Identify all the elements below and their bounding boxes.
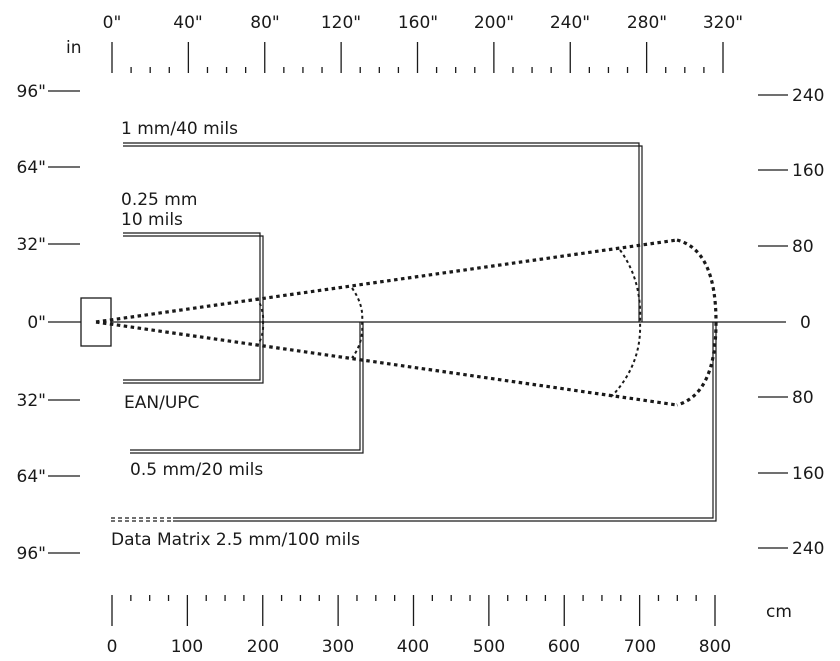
left-tick-label: 96"	[17, 544, 46, 564]
bottom-tick-label: 100	[171, 637, 203, 657]
bottom-scale-labels: 0 100 200 300 400 500 600 700 800	[107, 637, 732, 657]
barcode-label-025mm-line2: 10 mils	[121, 210, 183, 230]
scan-field-arc-025mm	[256, 297, 265, 347]
top-inch-scale: 0" 40" 80" 120" 160" 200" 240" 280" 320"	[103, 13, 743, 73]
right-tick-label: 240	[792, 539, 824, 559]
left-tick-label: 32"	[17, 235, 46, 255]
top-tick-label: 80"	[250, 13, 279, 33]
bottom-scale-ticks	[111, 595, 716, 626]
top-tick-label: 0"	[103, 13, 122, 33]
right-tick-label: 240	[792, 86, 824, 106]
bottom-tick-label: 700	[624, 637, 656, 657]
barcode-label-ean: EAN/UPC	[124, 393, 199, 413]
top-tick-label: 320"	[703, 13, 743, 33]
left-tick-label: 64"	[17, 158, 46, 178]
scan-field-upper-edge	[95, 238, 678, 324]
scan-field-arc-1mm	[611, 249, 642, 397]
right-tick-label: 80	[792, 388, 814, 408]
barcode-range-bar-1mm: 1 mm/40 mils	[121, 119, 643, 322]
left-tick-label: 96"	[17, 82, 46, 102]
top-tick-label: 200"	[474, 13, 514, 33]
barcode-range-bar-ean: EAN/UPC	[123, 322, 264, 413]
scan-field-arc-05mm	[351, 287, 364, 359]
left-tick-label: 64"	[17, 467, 46, 487]
bottom-tick-label: 300	[322, 637, 354, 657]
bottom-tick-label: 400	[397, 637, 429, 657]
top-tick-label: 240"	[550, 13, 590, 33]
top-tick-label: 120"	[321, 13, 361, 33]
left-tick-label: 32"	[17, 391, 46, 411]
top-tick-label: 280"	[627, 13, 667, 33]
left-inch-scale: 96" 64" 32" 0" 32" 64" 96"	[17, 82, 80, 564]
top-tick-label: 40"	[173, 13, 202, 33]
barcode-label-025mm-line1: 0.25 mm	[121, 190, 197, 210]
right-tick-label: 0	[800, 313, 811, 333]
right-tick-label: 160	[792, 161, 824, 181]
bottom-tick-label: 500	[473, 637, 505, 657]
barcode-range-bar-datamatrix: Data Matrix 2.5 mm/100 mils	[111, 322, 717, 550]
right-tick-label: 80	[792, 237, 814, 257]
top-scale-ticks	[111, 42, 724, 73]
inches-unit-label: in	[66, 38, 82, 58]
bottom-tick-label: 200	[247, 637, 279, 657]
top-scale-labels: 0" 40" 80" 120" 160" 200" 240" 280" 320"	[103, 13, 743, 33]
scan-field-outer-arc	[676, 238, 718, 407]
bottom-tick-label: 800	[699, 637, 731, 657]
barcode-range-bar-025mm: 0.25 mm 10 mils	[121, 190, 264, 322]
barcode-label-datamatrix: Data Matrix 2.5 mm/100 mils	[111, 530, 360, 550]
barcode-label-1mm: 1 mm/40 mils	[121, 119, 238, 139]
bottom-tick-label: 600	[548, 637, 580, 657]
right-tick-label: 160	[792, 464, 824, 484]
bottom-cm-scale: 0 100 200 300 400 500 600 700 800	[107, 595, 732, 657]
barcode-range-bar-05mm: 0.5 mm/20 mils	[130, 322, 364, 480]
bottom-tick-label: 0	[107, 637, 118, 657]
barcode-label-05mm: 0.5 mm/20 mils	[130, 460, 263, 480]
right-cm-scale: 240 160 80 0 80 160 240	[758, 86, 824, 559]
centimeters-unit-label: cm	[766, 602, 792, 622]
top-tick-label: 160"	[398, 13, 438, 33]
left-tick-label: 0"	[27, 313, 46, 333]
scan-field-cone	[95, 238, 718, 407]
